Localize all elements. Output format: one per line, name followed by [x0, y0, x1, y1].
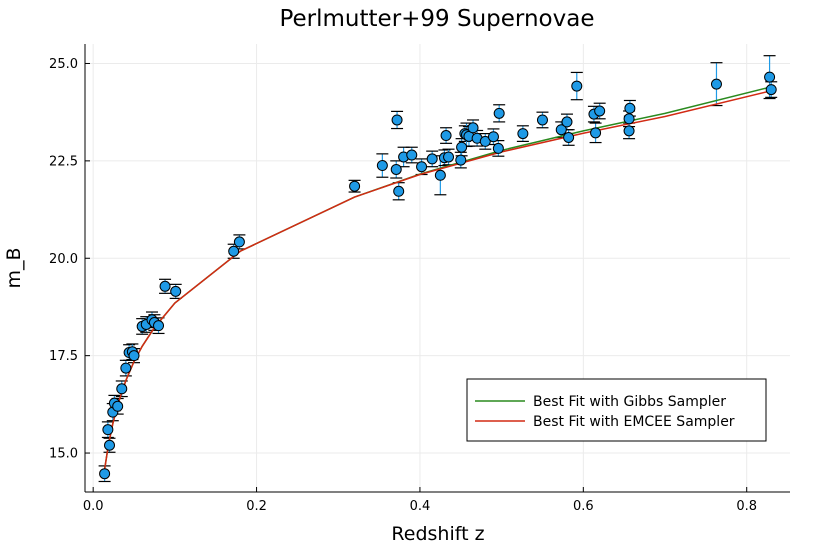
- x-tick-label: 0.6: [573, 499, 594, 514]
- ticks: 0.0 0.2 0.4 0.6 0.8 15.0 17.5 20.0 22.5 25.0: [49, 57, 757, 514]
- x-axis-label: Redshift z: [391, 523, 484, 545]
- data-point: [99, 468, 111, 480]
- data-point: [376, 160, 388, 172]
- data-point: [492, 142, 504, 154]
- data-point: [128, 350, 140, 362]
- data-point: [349, 180, 361, 192]
- data-point: [120, 362, 132, 374]
- data-point: [426, 153, 438, 165]
- data-points: [99, 71, 777, 480]
- y-tick-label: 15.0: [49, 447, 78, 462]
- y-axis-label: m_B: [3, 247, 25, 288]
- grid: [85, 44, 790, 492]
- data-point: [153, 320, 165, 332]
- chart-title: Perlmutter+99 Supernovae: [279, 6, 594, 32]
- data-point: [456, 141, 468, 153]
- data-point: [624, 102, 636, 114]
- data-point: [764, 71, 776, 83]
- data-point: [623, 113, 635, 125]
- data-point: [112, 400, 124, 412]
- data-point: [479, 135, 491, 147]
- data-point: [104, 439, 116, 451]
- data-point: [393, 185, 405, 197]
- data-point: [233, 236, 245, 248]
- data-point: [406, 149, 418, 161]
- data-point: [159, 280, 171, 292]
- x-tick-label: 0.4: [410, 499, 431, 514]
- data-point: [623, 125, 635, 137]
- data-point: [391, 114, 403, 126]
- data-point: [434, 169, 446, 181]
- data-point: [116, 383, 128, 395]
- data-point: [440, 130, 452, 142]
- data-point: [563, 131, 575, 143]
- data-point: [102, 424, 114, 436]
- data-point: [594, 105, 606, 117]
- data-point: [493, 107, 505, 119]
- data-point: [517, 128, 529, 140]
- data-point: [765, 84, 777, 96]
- data-point: [228, 245, 240, 257]
- legend-label-emcee: Best Fit with EMCEE Sampler: [533, 414, 735, 430]
- x-tick-label: 0.8: [736, 499, 757, 514]
- data-point: [536, 114, 548, 126]
- data-point: [571, 80, 583, 92]
- x-tick-label: 0.2: [246, 499, 267, 514]
- data-point: [590, 127, 602, 139]
- data-point: [416, 161, 428, 173]
- data-point: [170, 285, 182, 297]
- y-tick-label: 22.5: [49, 154, 78, 169]
- legend-box: [466, 378, 767, 442]
- legend: Best Fit with Gibbs Sampler Best Fit wit…: [466, 378, 767, 442]
- legend-label-gibbs: Best Fit with Gibbs Sampler: [533, 394, 726, 410]
- data-point: [561, 116, 573, 128]
- y-tick-label: 20.0: [49, 252, 78, 267]
- x-tick-label: 0.0: [83, 499, 104, 514]
- data-point: [390, 163, 402, 175]
- data-point: [555, 124, 567, 136]
- axes: [84, 44, 790, 493]
- data-point: [487, 131, 499, 143]
- data-point: [443, 151, 455, 163]
- data-point: [710, 78, 722, 90]
- y-tick-label: 17.5: [49, 349, 78, 364]
- y-tick-label: 25.0: [49, 57, 78, 72]
- data-point: [455, 154, 467, 166]
- data-point: [467, 122, 479, 134]
